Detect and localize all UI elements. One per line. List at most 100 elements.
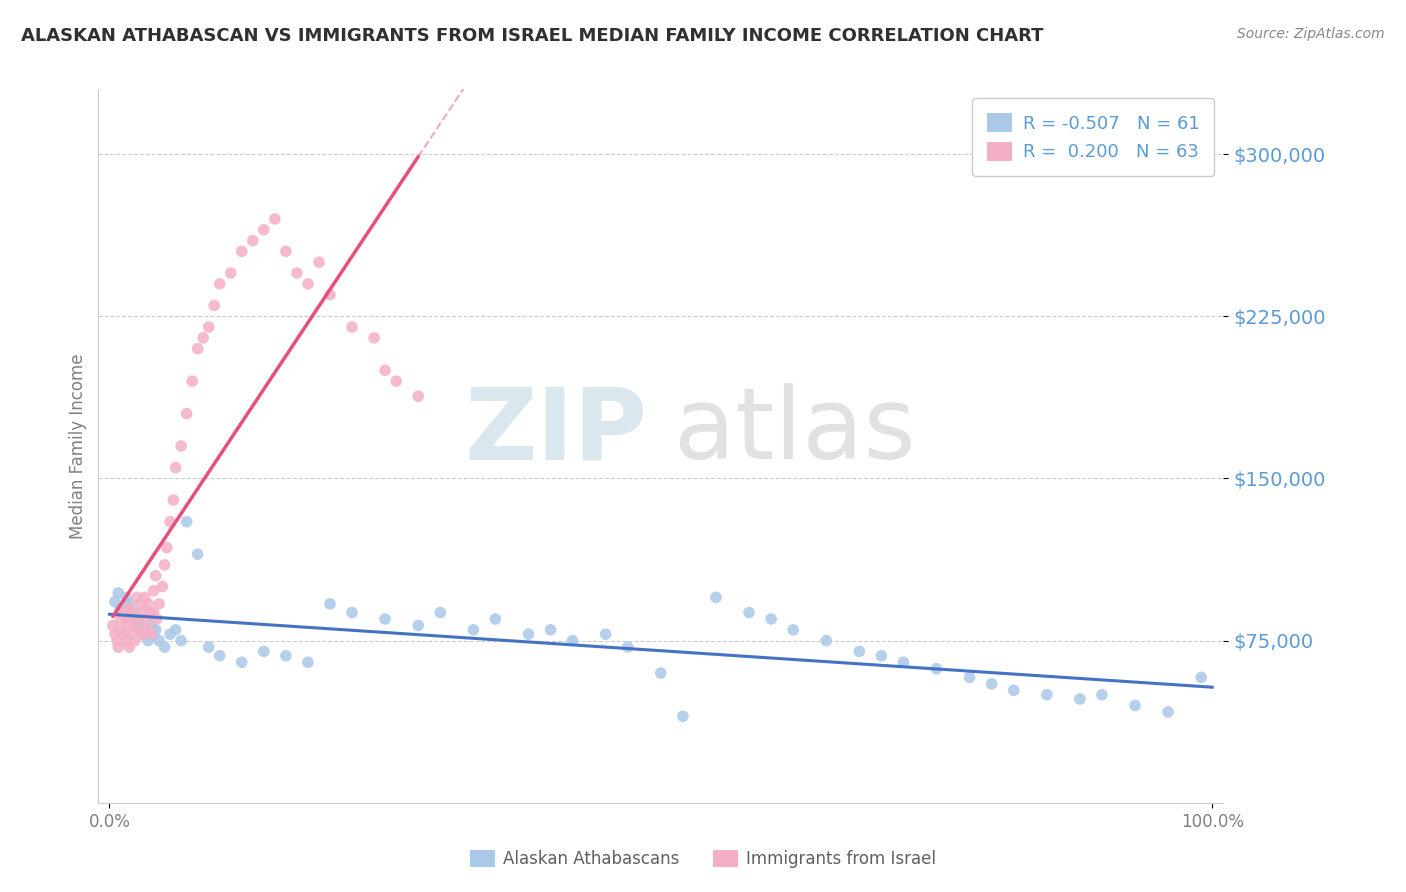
Text: ZIP: ZIP bbox=[464, 384, 647, 480]
Point bbox=[136, 633, 159, 648]
Point bbox=[561, 633, 583, 648]
Point bbox=[616, 640, 638, 654]
Point bbox=[782, 623, 804, 637]
Point bbox=[124, 633, 146, 648]
Point bbox=[111, 606, 134, 620]
Point bbox=[650, 666, 672, 681]
Point bbox=[176, 515, 198, 529]
Point bbox=[429, 606, 451, 620]
Point bbox=[134, 627, 156, 641]
Point bbox=[893, 655, 915, 669]
Point bbox=[136, 597, 159, 611]
Point bbox=[202, 298, 225, 312]
Point bbox=[110, 601, 132, 615]
Point bbox=[122, 618, 145, 632]
Point bbox=[128, 623, 150, 637]
Point bbox=[242, 234, 264, 248]
Point bbox=[142, 583, 165, 598]
Point bbox=[125, 618, 148, 632]
Point bbox=[297, 655, 319, 669]
Point bbox=[815, 633, 838, 648]
Point bbox=[980, 677, 1002, 691]
Point bbox=[231, 655, 253, 669]
Legend: Alaskan Athabascans, Immigrants from Israel: Alaskan Athabascans, Immigrants from Isr… bbox=[463, 843, 943, 875]
Point bbox=[848, 644, 870, 658]
Point bbox=[176, 407, 198, 421]
Point bbox=[145, 568, 167, 582]
Point bbox=[145, 623, 167, 637]
Point bbox=[131, 623, 153, 637]
Point bbox=[159, 515, 181, 529]
Point bbox=[187, 547, 209, 561]
Point bbox=[484, 612, 506, 626]
Point bbox=[925, 662, 948, 676]
Point bbox=[121, 612, 143, 626]
Point bbox=[253, 644, 276, 658]
Text: Source: ZipAtlas.com: Source: ZipAtlas.com bbox=[1237, 27, 1385, 41]
Point bbox=[704, 591, 727, 605]
Point bbox=[141, 618, 163, 632]
Point bbox=[121, 627, 143, 641]
Point bbox=[125, 612, 148, 626]
Point bbox=[115, 612, 138, 626]
Point bbox=[181, 374, 204, 388]
Point bbox=[150, 580, 173, 594]
Point bbox=[319, 287, 342, 301]
Point bbox=[153, 640, 176, 654]
Point bbox=[285, 266, 308, 280]
Point bbox=[148, 633, 170, 648]
Point bbox=[101, 618, 124, 632]
Point bbox=[738, 606, 761, 620]
Point bbox=[197, 320, 219, 334]
Point bbox=[129, 597, 152, 611]
Point bbox=[193, 331, 215, 345]
Point bbox=[274, 648, 297, 663]
Point bbox=[1002, 683, 1025, 698]
Point bbox=[131, 606, 153, 620]
Point bbox=[112, 627, 135, 641]
Point bbox=[121, 606, 143, 620]
Legend: R = -0.507   N = 61, R =  0.200   N = 63: R = -0.507 N = 61, R = 0.200 N = 63 bbox=[973, 98, 1215, 176]
Point bbox=[1036, 688, 1059, 702]
Point bbox=[759, 612, 782, 626]
Point bbox=[125, 591, 148, 605]
Point bbox=[153, 558, 176, 572]
Text: ALASKAN ATHABASCAN VS IMMIGRANTS FROM ISRAEL MEDIAN FAMILY INCOME CORRELATION CH: ALASKAN ATHABASCAN VS IMMIGRANTS FROM IS… bbox=[21, 27, 1043, 45]
Point bbox=[136, 623, 159, 637]
Point bbox=[540, 623, 562, 637]
Point bbox=[253, 223, 276, 237]
Point bbox=[340, 320, 363, 334]
Point bbox=[1091, 688, 1114, 702]
Point bbox=[148, 597, 170, 611]
Point bbox=[162, 493, 184, 508]
Point bbox=[115, 591, 138, 605]
Point bbox=[187, 342, 209, 356]
Point bbox=[870, 648, 893, 663]
Point bbox=[142, 627, 165, 641]
Point bbox=[142, 606, 165, 620]
Point bbox=[208, 277, 231, 291]
Y-axis label: Median Family Income: Median Family Income bbox=[69, 353, 87, 539]
Point bbox=[107, 586, 129, 600]
Point bbox=[118, 597, 141, 611]
Point bbox=[340, 606, 363, 620]
Point bbox=[141, 627, 163, 641]
Point bbox=[104, 627, 127, 641]
Point bbox=[129, 612, 152, 626]
Point bbox=[231, 244, 253, 259]
Point bbox=[105, 633, 128, 648]
Point bbox=[170, 633, 193, 648]
Point bbox=[1189, 670, 1212, 684]
Point bbox=[159, 627, 181, 641]
Point bbox=[115, 633, 138, 648]
Point bbox=[595, 627, 617, 641]
Point bbox=[170, 439, 193, 453]
Point bbox=[363, 331, 385, 345]
Point bbox=[319, 597, 342, 611]
Point bbox=[104, 595, 127, 609]
Point bbox=[111, 606, 134, 620]
Point bbox=[308, 255, 330, 269]
Point bbox=[146, 612, 169, 626]
Point bbox=[406, 618, 429, 632]
Point bbox=[139, 606, 162, 620]
